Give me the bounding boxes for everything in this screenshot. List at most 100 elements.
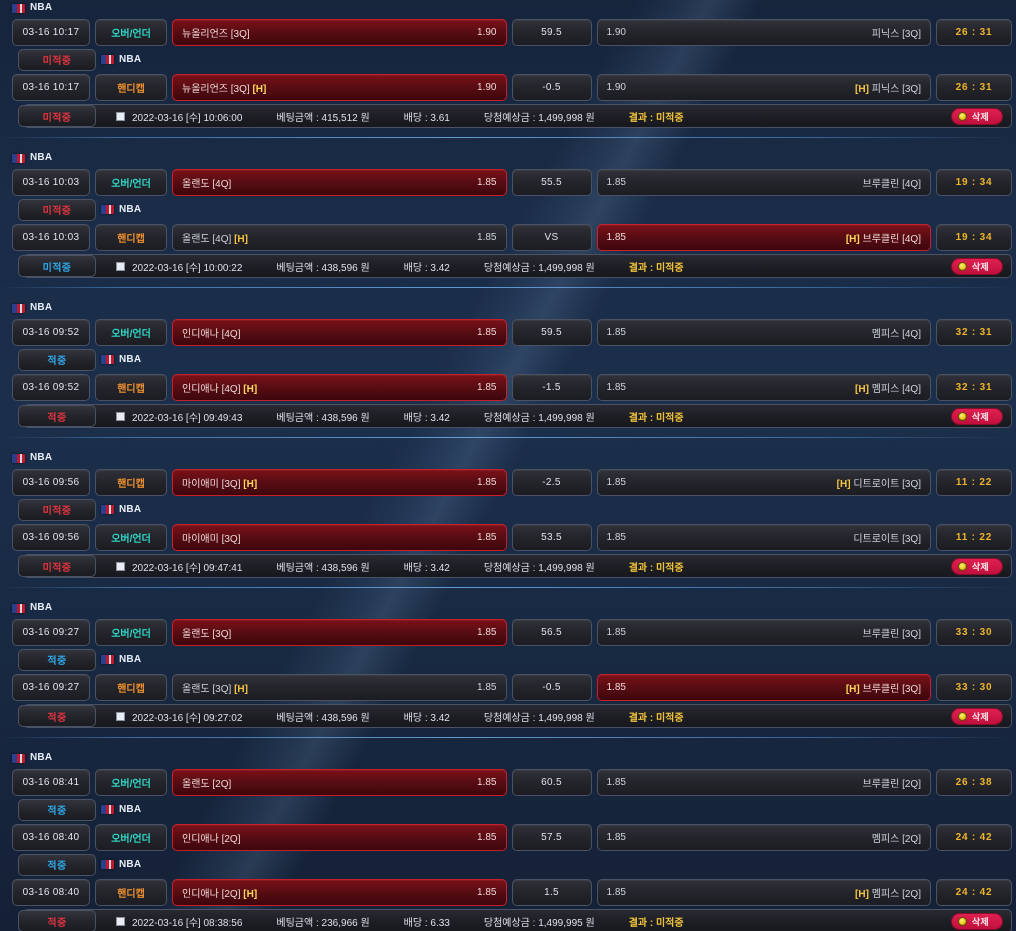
status-badge-row: 미적중 NBA	[4, 48, 1012, 71]
left-team-option[interactable]: 마이애미 [3Q] [H] 1.85	[172, 469, 507, 496]
ticket-summary-row: 적중 2022-03-16 [수] 09:49:43 베팅금액 : 438,596 …	[4, 403, 1012, 429]
left-team-option[interactable]: 올랜도 [2Q] 1.85	[172, 769, 507, 796]
bet-type-button[interactable]: 핸디캡	[95, 74, 167, 101]
left-team-option[interactable]: 인디애나 [4Q] [H] 1.85	[172, 374, 507, 401]
expected-payout: 당첨예상금 : 1,499,998 원	[483, 112, 595, 124]
left-team-option[interactable]: 뉴올리언즈 [3Q] 1.90	[172, 19, 507, 46]
bet-time: 03-16 10:03	[12, 224, 90, 251]
left-team-option[interactable]: 마이애미 [3Q] 1.85	[172, 524, 507, 551]
us-flag-icon	[101, 355, 114, 364]
left-team-option[interactable]: 올랜도 [3Q] 1.85	[172, 619, 507, 646]
league-header: NBA	[101, 202, 141, 218]
match-score: 11 : 22	[936, 524, 1012, 551]
bet-time: 03-16 09:52	[12, 374, 90, 401]
delete-button[interactable]: 삭제	[950, 257, 1003, 275]
delete-button[interactable]: 삭제	[950, 557, 1003, 575]
left-team-option[interactable]: 올랜도 [4Q] 1.85	[172, 169, 507, 196]
bet-type-button[interactable]: 핸디캡	[95, 374, 167, 401]
ticket-result: 결과 : 미적중	[628, 562, 684, 574]
bet-row: 03-16 10:03 오버/언더 올랜도 [4Q] 1.85 55.5 1.85 브루클린…	[4, 168, 1012, 197]
left-team-option[interactable]: 뉴올리언즈 [3Q] [H] 1.90	[172, 74, 507, 101]
left-team-odds: 1.85	[477, 327, 497, 338]
bet-type-button[interactable]: 오버/언더	[95, 524, 167, 551]
bet-time: 03-16 09:27	[12, 619, 90, 646]
delete-label: 삭제	[971, 261, 989, 272]
delete-button[interactable]: 삭제	[950, 707, 1003, 725]
bet-row: 03-16 09:52 핸디캡 인디애나 [4Q] [H] 1.85 -1.5 1.85 […	[4, 373, 1012, 402]
right-team-odds: 1.85	[606, 532, 626, 543]
ticket-result: 결과 : 미적중	[628, 262, 684, 274]
left-team-option[interactable]: 인디애나 [4Q] 1.85	[172, 319, 507, 346]
us-flag-icon	[101, 505, 114, 514]
league-name: NBA	[119, 353, 142, 365]
status-badge: 적중	[18, 348, 96, 371]
league-name: NBA	[30, 152, 53, 163]
stake-amount: 베팅금액 : 438,596 원	[276, 412, 370, 424]
right-team-option[interactable]: 1.85 [H] 브루클린 [4Q]	[596, 224, 931, 251]
league-name: NBA	[30, 452, 53, 463]
bet-type-button[interactable]: 오버/언더	[95, 824, 167, 851]
delete-label: 삭제	[971, 411, 989, 422]
bet-ticket: NBA 03-16 09:52 오버/언더 인디애나 [4Q] 1.85 59.5 1.85…	[0, 300, 1016, 429]
ticket-result: 결과 : 미적중	[628, 712, 684, 724]
summary-bar: 2022-03-16 [수] 08:38:56 베팅금액 : 236,966 원 배…	[23, 909, 1012, 931]
delete-button[interactable]: 삭제	[950, 107, 1003, 125]
right-team-option[interactable]: 1.85 [H] 브루클린 [3Q]	[596, 674, 931, 701]
left-team-name: 올랜도 [2Q]	[182, 779, 232, 790]
bet-type-button[interactable]: 핸디캡	[95, 469, 167, 496]
handicap-line-value: 56.5	[511, 619, 592, 646]
status-badge-row: 적중 NBA	[4, 798, 1012, 821]
bet-datetime: 2022-03-16 [수] 09:47:41	[132, 562, 243, 574]
right-team-odds: 1.90	[606, 82, 626, 93]
right-team-option[interactable]: 1.85 멤피스 [2Q]	[596, 824, 931, 851]
status-badge: 미적중	[18, 498, 96, 521]
right-team-option[interactable]: 1.85 브루클린 [4Q]	[596, 169, 931, 196]
status-badge: 적중	[18, 853, 96, 876]
right-team-option[interactable]: 1.90 [H] 피닉스 [3Q]	[596, 74, 931, 101]
left-team-option[interactable]: 올랜도 [4Q] [H] 1.85	[172, 224, 507, 251]
delete-button[interactable]: 삭제	[950, 912, 1003, 930]
bet-type-button[interactable]: 오버/언더	[95, 769, 167, 796]
bet-ticket: NBA 03-16 10:03 오버/언더 올랜도 [4Q] 1.85 55.5 1.85 브…	[0, 150, 1016, 279]
left-team-option[interactable]: 인디애나 [2Q] [H] 1.85	[172, 879, 507, 906]
right-team-option[interactable]: 1.85 브루클린 [3Q]	[596, 619, 931, 646]
right-team-name: 멤피스 [2Q]	[871, 834, 921, 845]
handicap-line-value: -2.5	[511, 469, 592, 496]
bet-type-button[interactable]: 핸디캡	[95, 224, 167, 251]
right-team-odds: 1.85	[606, 682, 626, 693]
right-team-option[interactable]: 1.85 디트로이트 [3Q]	[596, 524, 931, 551]
left-team-option[interactable]: 올랜도 [3Q] [H] 1.85	[172, 674, 507, 701]
bet-type-button[interactable]: 핸디캡	[95, 674, 167, 701]
league-header: NBA	[4, 750, 1012, 766]
right-team-option[interactable]: 1.85 [H] 멤피스 [2Q]	[596, 879, 931, 906]
ticket-summary-row: 적중 2022-03-16 [수] 09:27:02 베팅금액 : 438,596 …	[4, 703, 1012, 729]
league-name: NBA	[30, 2, 53, 13]
match-score: 32 : 31	[936, 319, 1012, 346]
left-team-name: 마이애미 [3Q]	[182, 534, 241, 545]
handicap-line-value: 60.5	[511, 769, 592, 796]
left-team-option[interactable]: 인디애나 [2Q] 1.85	[172, 824, 507, 851]
right-team-option[interactable]: 1.90 피닉스 [3Q]	[596, 19, 931, 46]
league-header: NBA	[4, 150, 1012, 166]
delete-button[interactable]: 삭제	[950, 407, 1003, 425]
coin-icon	[957, 411, 967, 421]
bet-type-button[interactable]: 오버/언더	[95, 319, 167, 346]
delete-label: 삭제	[971, 561, 989, 572]
right-team-option[interactable]: 1.85 브루클린 [2Q]	[596, 769, 931, 796]
bet-type-button[interactable]: 오버/언더	[95, 169, 167, 196]
total-odds: 배당 : 3.42	[403, 412, 450, 424]
left-team-name: 올랜도 [3Q] [H]	[182, 684, 248, 695]
right-team-option[interactable]: 1.85 [H] 멤피스 [4Q]	[596, 374, 931, 401]
bet-type-button[interactable]: 핸디캡	[95, 879, 167, 906]
right-team-odds: 1.85	[606, 887, 626, 898]
bet-type-button[interactable]: 오버/언더	[95, 19, 167, 46]
right-team-option[interactable]: 1.85 [H] 디트로이트 [3Q]	[596, 469, 931, 496]
right-team-option[interactable]: 1.85 멤피스 [4Q]	[596, 319, 931, 346]
status-badge: 적중	[18, 798, 96, 821]
square-icon	[116, 561, 125, 571]
bet-type-button[interactable]: 오버/언더	[95, 619, 167, 646]
bet-row: 03-16 09:56 오버/언더 마이애미 [3Q] 1.85 53.5 1.85 디트로…	[4, 523, 1012, 552]
status-badge: 미적중	[18, 48, 96, 71]
left-team-odds: 1.85	[477, 627, 497, 638]
status-badge: 적중	[18, 910, 96, 931]
